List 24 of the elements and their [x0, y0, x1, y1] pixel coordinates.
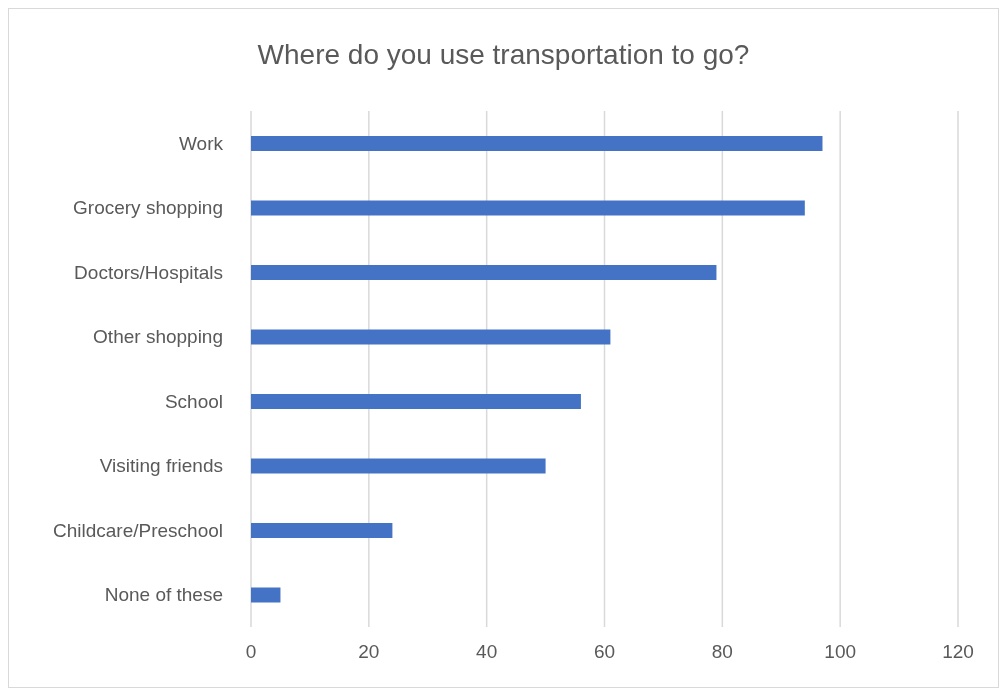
- y-tick-label: Doctors/Hospitals: [74, 261, 223, 283]
- x-tick-label: 40: [476, 641, 498, 663]
- x-tick-label: 0: [245, 641, 257, 663]
- chart-title: Where do you use transportation to go?: [256, 38, 751, 72]
- bar: [251, 265, 717, 280]
- x-tick-label: 20: [358, 641, 380, 663]
- bar: [251, 200, 805, 216]
- x-tick-label: 100: [824, 641, 857, 663]
- bar: [251, 458, 546, 474]
- bar: [251, 329, 611, 345]
- x-tick-label: 120: [942, 641, 974, 663]
- bar: [251, 523, 393, 538]
- y-tick-label: Grocery shopping: [73, 197, 223, 219]
- y-tick-label: Visiting friends: [99, 455, 223, 477]
- y-tick-label: Work: [179, 132, 224, 154]
- bar: [251, 394, 581, 409]
- x-tick-label: 80: [711, 641, 733, 663]
- bar: [251, 136, 823, 151]
- y-tick-label: None of these: [104, 584, 223, 606]
- y-tick-label: Childcare/Preschool: [52, 519, 223, 541]
- bar: [251, 587, 281, 603]
- x-tick-label: 60: [593, 641, 616, 663]
- y-tick-label: Other shopping: [93, 326, 223, 348]
- y-tick-label: School: [164, 390, 223, 412]
